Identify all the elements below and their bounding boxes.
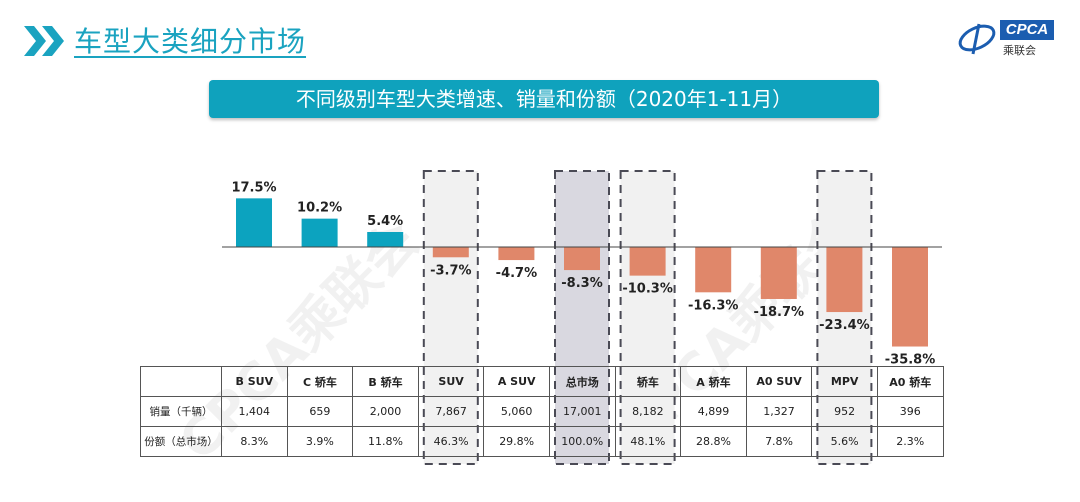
bar [892,247,928,347]
table-cell: 28.8% [680,426,747,457]
column-header: B SUV [221,366,288,397]
table-cell: 11.8% [352,426,419,457]
column-header: B 轿车 [352,366,419,397]
bar [498,247,535,261]
table-cell: 659 [286,396,354,427]
table-row: 份额（总市场） 8.3% 3.9% 11.8% 46.3% 29.8% 100.0% 48.1… [140,426,944,457]
column-header: A 轿车 [680,366,747,397]
bar [236,198,272,247]
table-cell: 2,000 [352,396,419,427]
page-title: 车型大类细分市场 [74,25,307,58]
table-cell: 3.9% [286,426,354,457]
table-cell: 2.3% [876,426,944,457]
table-cell: 46.3% [417,426,485,457]
bar [695,247,732,293]
data-label: -23.4% [819,318,870,333]
bar [826,247,863,313]
data-label: -8.3% [561,276,602,291]
row-label: 销量（千辆） [140,396,222,427]
bar [367,231,404,247]
chart-title: 不同级别车型大类增速、销量和份额（2020年1-11月） [209,80,879,118]
data-label: -3.7% [430,263,471,278]
logo-emblem-icon [958,23,996,55]
row-label: 份额（总市场） [140,426,222,457]
table-cell: 29.8% [483,426,550,457]
table-cell: 8.3% [221,426,288,457]
table-cell: 7,867 [417,396,485,427]
table-cell: 48.1% [614,426,682,457]
data-label: 17.5% [231,180,276,195]
table-row: 销量（千辆） 1,404 659 2,000 7,867 5,060 17,001 8,182… [140,396,944,427]
data-label: 5.4% [367,214,403,229]
column-header: C 轿车 [286,366,354,397]
data-table: B SUV C 轿车 B 轿车 SUV A SUV 总市场 轿车 A 轿车 A0 SUV MPV A… [140,366,944,457]
data-label: 10.2% [297,201,342,216]
data-label: -4.7% [496,266,537,281]
column-header: A SUV [483,366,550,397]
table-cell: 396 [876,396,944,427]
data-label: -16.3% [688,298,739,313]
table-cell: 5,060 [483,396,550,427]
column-header: MPV [811,366,878,397]
table-cell: 952 [811,396,878,427]
table-cell: 4,899 [680,396,747,427]
bar [629,247,666,276]
logo-text: CPCA [1000,20,1054,40]
data-label: -18.7% [754,305,805,320]
data-label: -10.3% [622,282,673,297]
column-header: 总市场 [548,366,616,397]
column-header: SUV [417,366,485,397]
table-cell: 1,404 [221,396,288,427]
table-cell: 100.0% [548,426,616,457]
bar [432,247,469,258]
table-cell: 5.6% [811,426,878,457]
table-cell: 7.8% [745,426,813,457]
table-corner [140,366,222,397]
column-header: 轿车 [614,366,682,397]
bar [760,247,797,299]
table-cell: 8,182 [614,396,682,427]
cpca-logo: CPCA 乘联会 [955,20,1055,62]
table-header-row: B SUV C 轿车 B 轿车 SUV A SUV 总市场 轿车 A 轿车 A0 SUV MPV A… [140,366,944,397]
data-label: -35.8% [885,353,936,368]
chevron-double-icon [24,26,64,56]
table-cell: 1,327 [745,396,813,427]
bar [301,218,338,247]
table-cell: 17,001 [548,396,616,427]
logo-cn-text: 乘联会 [1003,44,1036,57]
column-header: A0 SUV [745,366,813,397]
column-header: A0 轿车 [876,366,944,397]
bar [564,247,600,271]
